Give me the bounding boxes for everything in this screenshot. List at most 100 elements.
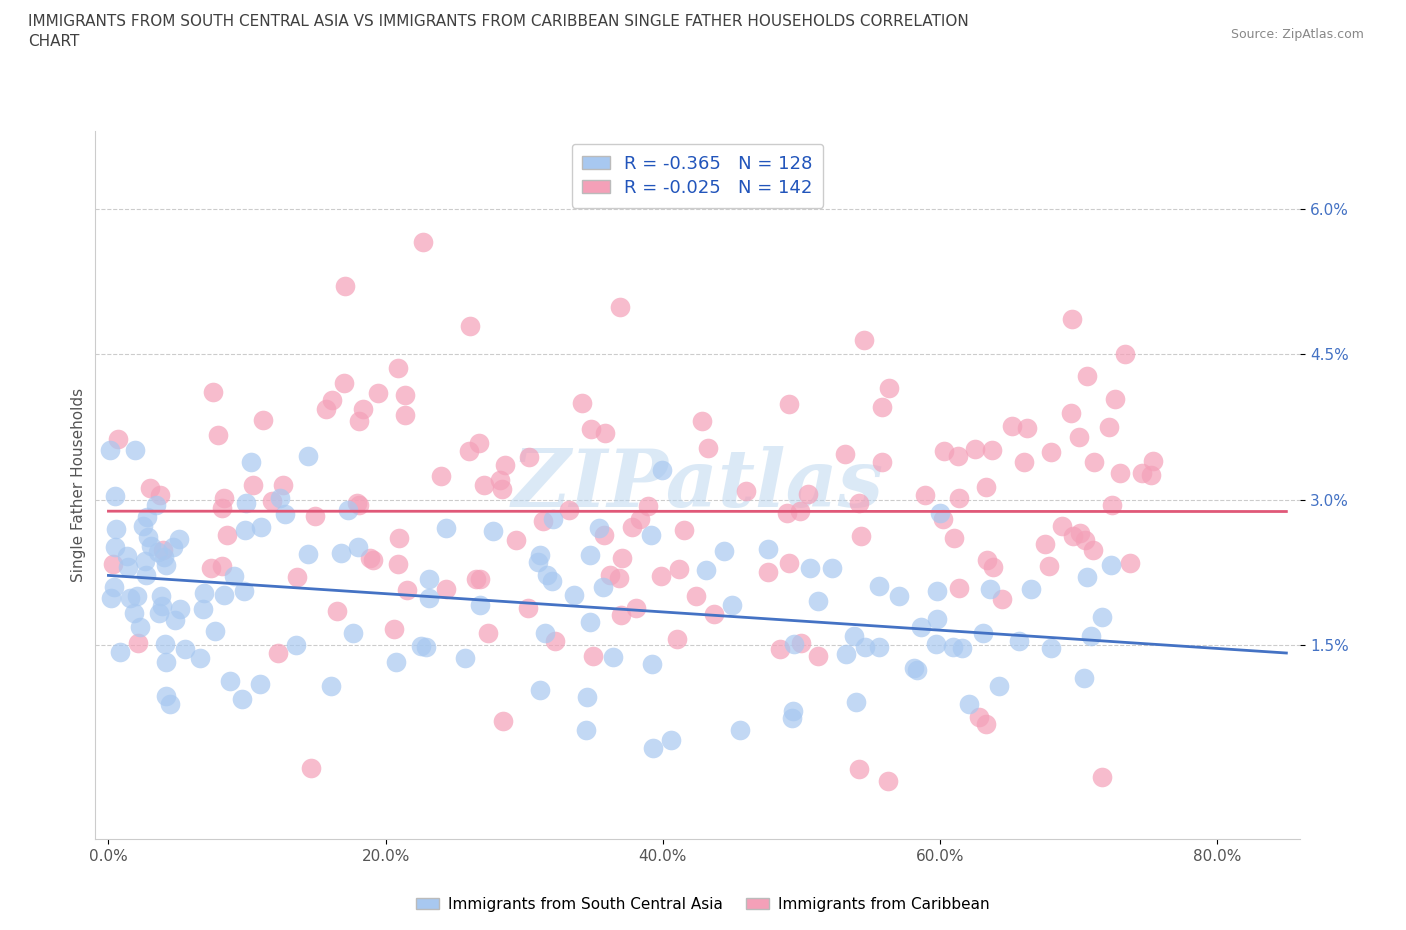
Point — [346, 496, 368, 511]
Text: IMMIGRANTS FROM SOUTH CENTRAL ASIA VS IMMIGRANTS FROM CARIBBEAN SINGLE FATHER HO: IMMIGRANTS FROM SOUTH CENTRAL ASIA VS IM… — [28, 14, 969, 29]
Legend: R = -0.365   N = 128, R = -0.025   N = 142: R = -0.365 N = 128, R = -0.025 N = 142 — [572, 144, 823, 207]
Point — [607, 570, 630, 585]
Point — [782, 704, 804, 719]
Point — [624, 600, 647, 615]
Point — [797, 486, 820, 501]
Point — [169, 601, 191, 616]
Point — [932, 444, 955, 458]
Point — [778, 397, 800, 412]
Point — [1104, 392, 1126, 406]
Point — [465, 571, 488, 586]
Point — [914, 487, 936, 502]
Point — [695, 563, 717, 578]
Point — [242, 477, 264, 492]
Point — [697, 441, 720, 456]
Point — [976, 552, 998, 567]
Point — [201, 385, 224, 400]
Point — [458, 444, 481, 458]
Point — [1098, 419, 1121, 434]
Point — [173, 642, 195, 657]
Point — [273, 507, 295, 522]
Point — [640, 528, 662, 543]
Point — [988, 679, 1011, 694]
Point — [1076, 569, 1098, 584]
Point — [117, 560, 139, 575]
Point — [347, 414, 370, 429]
Point — [359, 551, 381, 565]
Legend: Immigrants from South Central Asia, Immigrants from Caribbean: Immigrants from South Central Asia, Immi… — [411, 891, 995, 918]
Point — [1076, 368, 1098, 383]
Point — [1067, 430, 1090, 445]
Point — [152, 543, 174, 558]
Point — [489, 472, 512, 487]
Point — [562, 588, 585, 603]
Point — [1090, 609, 1112, 624]
Point — [983, 559, 1005, 574]
Point — [1050, 519, 1073, 534]
Point — [643, 741, 665, 756]
Point — [120, 591, 142, 605]
Point — [821, 561, 844, 576]
Point — [472, 477, 495, 492]
Point — [415, 640, 437, 655]
Point — [321, 392, 343, 407]
Point — [713, 543, 735, 558]
Point — [974, 479, 997, 494]
Point — [128, 619, 150, 634]
Point — [136, 529, 159, 544]
Point — [149, 588, 172, 603]
Point — [558, 502, 581, 517]
Point — [592, 579, 614, 594]
Point — [395, 582, 418, 597]
Point — [1012, 455, 1035, 470]
Point — [581, 421, 603, 436]
Point — [162, 539, 184, 554]
Point — [352, 402, 374, 417]
Point — [211, 501, 233, 516]
Point — [212, 490, 235, 505]
Point — [948, 580, 970, 595]
Point — [167, 531, 190, 546]
Point — [734, 484, 756, 498]
Point — [1038, 559, 1060, 574]
Point — [685, 589, 707, 604]
Point — [536, 567, 558, 582]
Point — [430, 469, 453, 484]
Point — [104, 522, 127, 537]
Point — [159, 697, 181, 711]
Point — [239, 454, 262, 469]
Point — [117, 549, 139, 564]
Point — [789, 504, 811, 519]
Point — [285, 637, 308, 652]
Point — [388, 531, 411, 546]
Point — [650, 568, 672, 583]
Point — [979, 581, 1001, 596]
Point — [304, 509, 326, 524]
Point — [756, 565, 779, 579]
Point — [851, 528, 873, 543]
Point — [576, 689, 599, 704]
Point — [1091, 770, 1114, 785]
Point — [333, 278, 356, 293]
Point — [877, 774, 900, 789]
Point — [387, 556, 409, 571]
Point — [870, 455, 893, 470]
Point — [107, 432, 129, 446]
Point — [249, 677, 271, 692]
Point — [1080, 629, 1102, 644]
Point — [135, 567, 157, 582]
Point — [769, 642, 792, 657]
Point — [578, 615, 600, 630]
Point — [668, 562, 690, 577]
Point — [104, 488, 127, 503]
Point — [848, 762, 870, 777]
Point — [942, 530, 965, 545]
Point — [232, 583, 254, 598]
Point — [148, 605, 170, 620]
Point — [1015, 420, 1038, 435]
Point — [468, 572, 491, 587]
Point — [125, 588, 148, 603]
Point — [905, 662, 928, 677]
Point — [224, 568, 246, 583]
Point — [505, 533, 527, 548]
